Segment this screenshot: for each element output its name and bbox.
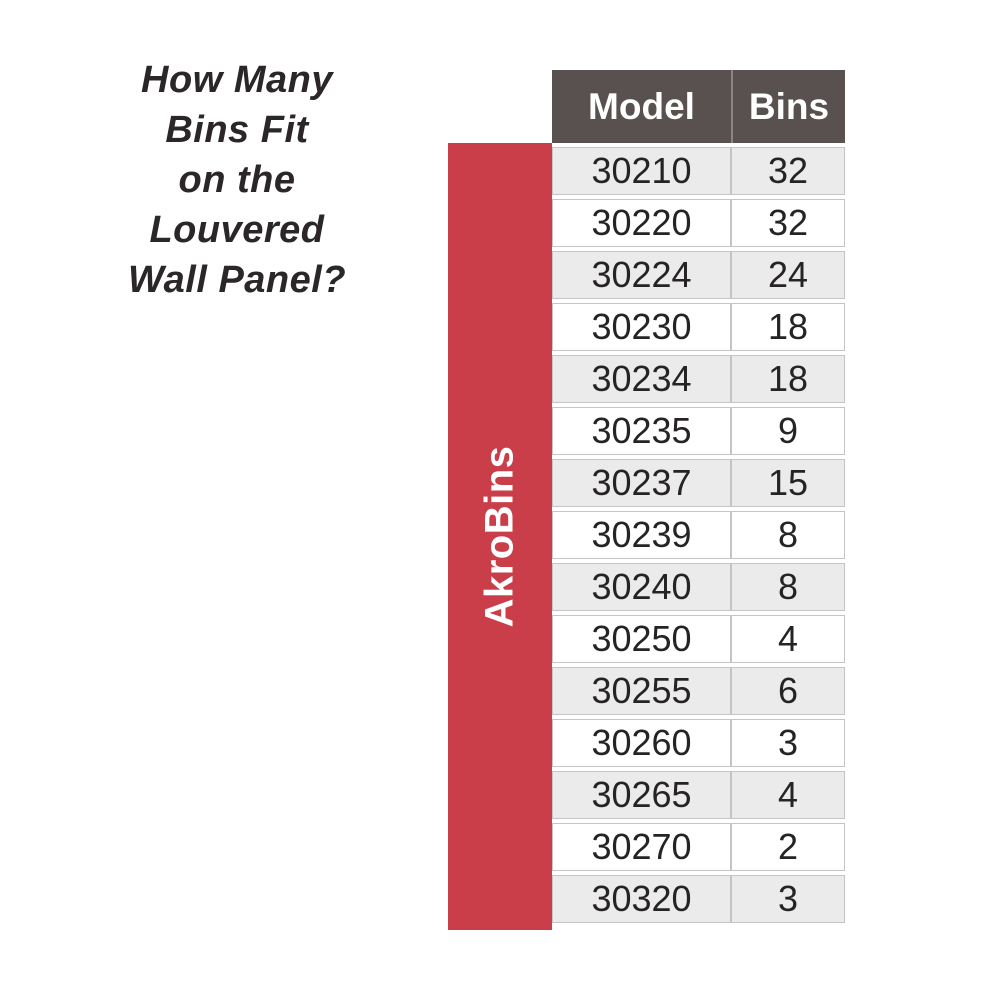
table-row: 30320 3 bbox=[552, 875, 845, 923]
bins-cell: 32 bbox=[731, 147, 845, 195]
table-row: 30255 6 bbox=[552, 667, 845, 715]
page-title: How Many Bins Fit on the Louvered Wall P… bbox=[87, 55, 387, 305]
model-cell: 30270 bbox=[552, 823, 731, 871]
bins-cell: 4 bbox=[731, 771, 845, 819]
title-line-4: Louvered bbox=[149, 209, 325, 251]
bins-table: Model Bins 30210 32 30220 32 30224 24 30230 18 3… bbox=[552, 70, 845, 923]
model-cell: 30230 bbox=[552, 303, 731, 351]
table-row: 30270 2 bbox=[552, 823, 845, 871]
table-row: 30234 18 bbox=[552, 355, 845, 403]
table-row: 30210 32 bbox=[552, 147, 845, 195]
title-line-5: Wall Panel? bbox=[127, 259, 347, 301]
bins-cell: 24 bbox=[731, 251, 845, 299]
table-row: 30220 32 bbox=[552, 199, 845, 247]
bins-cell: 9 bbox=[731, 407, 845, 455]
bins-cell: 18 bbox=[731, 355, 845, 403]
model-cell: 30235 bbox=[552, 407, 731, 455]
table-row: 30235 9 bbox=[552, 407, 845, 455]
akrobins-banner: AkroBins bbox=[448, 143, 552, 930]
title-line-2: Bins Fit bbox=[165, 109, 309, 151]
table-row: 30260 3 bbox=[552, 719, 845, 767]
model-cell: 30255 bbox=[552, 667, 731, 715]
title-line-1: How Many bbox=[141, 59, 333, 101]
table-row: 30224 24 bbox=[552, 251, 845, 299]
bins-cell: 15 bbox=[731, 459, 845, 507]
bins-cell: 32 bbox=[731, 199, 845, 247]
model-column-header: Model bbox=[588, 85, 695, 127]
bins-column-header: Bins bbox=[731, 70, 845, 143]
model-cell: 30224 bbox=[552, 251, 731, 299]
model-cell: 30237 bbox=[552, 459, 731, 507]
model-cell: 30250 bbox=[552, 615, 731, 663]
table-row: 30239 8 bbox=[552, 511, 845, 559]
model-cell: 30234 bbox=[552, 355, 731, 403]
bins-cell: 6 bbox=[731, 667, 845, 715]
model-cell: 30265 bbox=[552, 771, 731, 819]
model-cell: 30239 bbox=[552, 511, 731, 559]
bins-cell: 18 bbox=[731, 303, 845, 351]
title-line-3: on the bbox=[178, 159, 296, 201]
table-row: 30240 8 bbox=[552, 563, 845, 611]
table-row: 30265 4 bbox=[552, 771, 845, 819]
table-row: 30250 4 bbox=[552, 615, 845, 663]
table-header-row: Model Bins bbox=[552, 70, 845, 143]
bins-cell: 3 bbox=[731, 719, 845, 767]
akrobins-banner-label: AkroBins bbox=[477, 445, 522, 628]
model-cell: 30220 bbox=[552, 199, 731, 247]
bins-cell: 3 bbox=[731, 875, 845, 923]
bins-cell: 8 bbox=[731, 511, 845, 559]
bins-cell: 4 bbox=[731, 615, 845, 663]
model-cell: 30240 bbox=[552, 563, 731, 611]
table-body: 30210 32 30220 32 30224 24 30230 18 30234 18 30235… bbox=[552, 147, 845, 923]
model-cell: 30260 bbox=[552, 719, 731, 767]
bins-cell: 8 bbox=[731, 563, 845, 611]
bins-cell: 2 bbox=[731, 823, 845, 871]
model-cell: 30210 bbox=[552, 147, 731, 195]
table-row: 30230 18 bbox=[552, 303, 845, 351]
table-row: 30237 15 bbox=[552, 459, 845, 507]
model-cell: 30320 bbox=[552, 875, 731, 923]
